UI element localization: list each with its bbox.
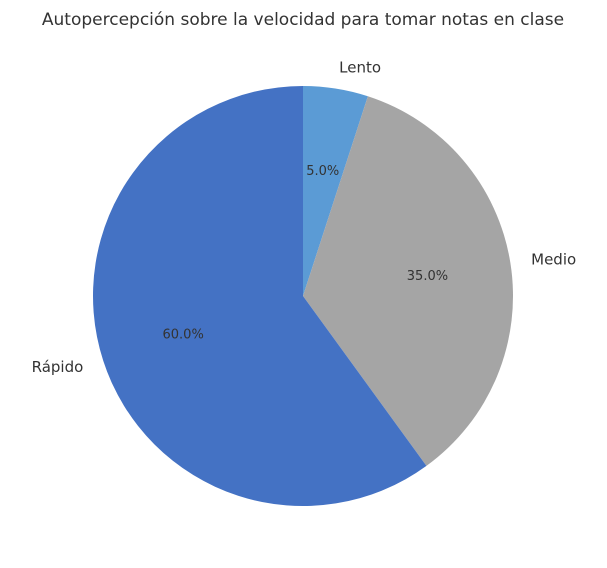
pie-slice xyxy=(303,86,368,296)
value-label: 5.0% xyxy=(306,164,339,179)
chart-title: Autopercepción sobre la velocidad para t… xyxy=(42,10,564,30)
pie-slice xyxy=(303,96,514,466)
slice-label: Rápido xyxy=(32,358,84,376)
value-label: 60.0% xyxy=(163,327,204,342)
slice-label: Medio xyxy=(531,250,576,268)
value-label: 35.0% xyxy=(407,269,448,284)
pie-slice xyxy=(93,86,427,506)
slice-label: Lento xyxy=(339,58,381,76)
